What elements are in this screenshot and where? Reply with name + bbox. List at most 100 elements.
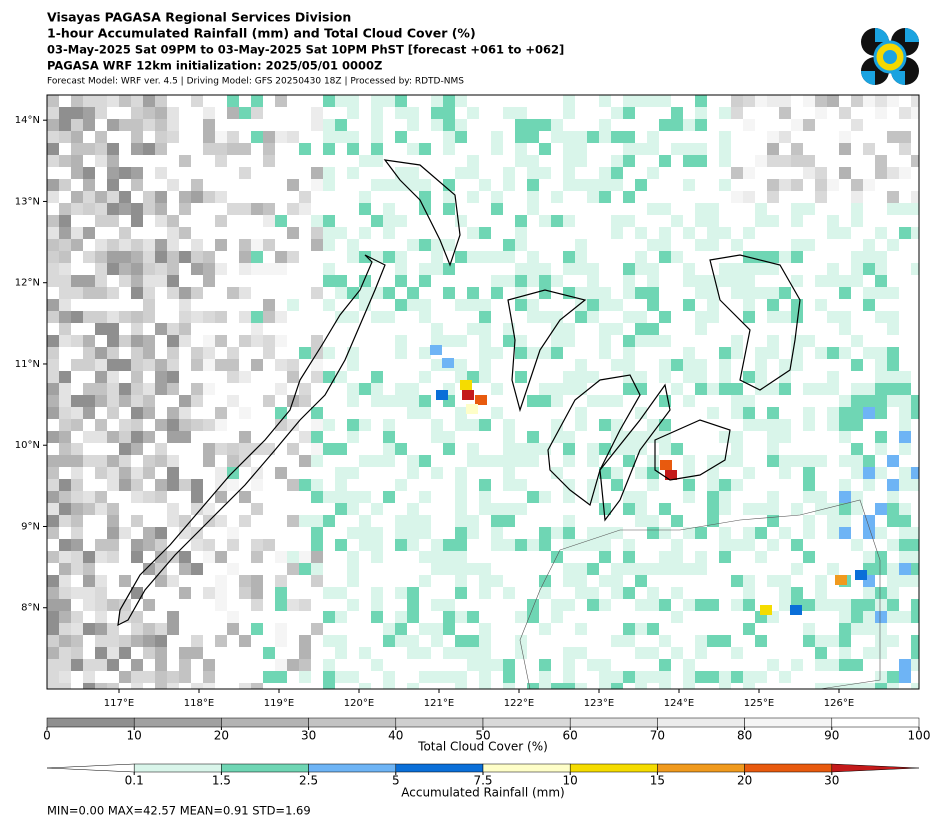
field-cell [143,671,155,683]
field-cell [911,659,919,671]
field-cell [359,227,371,239]
field-cell [827,179,839,191]
field-cell [875,263,887,275]
field-cell [347,551,359,563]
field-cell [215,335,227,347]
field-cell [635,599,647,611]
field-cell [815,167,827,179]
field-cell [335,467,347,479]
field-cell [527,167,539,179]
field-cell [239,203,251,215]
field-cell [467,251,479,263]
field-cell [851,599,863,611]
field-cell [755,503,767,515]
field-cell [59,431,71,443]
field-cell [623,155,635,167]
field-cell [419,671,431,683]
field-cell [599,119,611,131]
field-cell [311,107,323,119]
field-cell [95,203,107,215]
field-cell [527,131,539,143]
field-cell [755,155,767,167]
field-cell [575,383,587,395]
field-cell [515,371,527,383]
field-cell [131,491,143,503]
field-cell [311,119,323,131]
field-cell [587,563,599,575]
field-cell [527,431,539,443]
field-cell [755,95,767,107]
field-cell [323,119,335,131]
colorbar-tick-label: 80 [737,729,752,743]
field-cell [443,647,455,659]
field-cell [635,431,647,443]
field-cell [83,491,95,503]
field-cell [575,131,587,143]
field-cell [779,359,791,371]
field-cell [359,299,371,311]
field-cell [227,527,239,539]
field-cell [875,155,887,167]
field-cell [515,647,527,659]
field-cell [275,659,287,671]
field-cell [251,479,263,491]
field-cell [875,383,887,395]
field-cell [551,611,563,623]
field-cell [47,371,59,383]
field-cell [143,647,155,659]
field-cell [311,287,323,299]
field-cell [731,539,743,551]
field-cell [815,275,827,287]
field-cell [119,443,131,455]
field-cell [611,215,623,227]
subtitle: 03-May-2025 Sat 09PM to 03-May-2025 Sat … [47,43,564,57]
field-cell [887,287,899,299]
field-cell [551,275,563,287]
field-cell [227,107,239,119]
field-cell [95,311,107,323]
field-cell [887,683,899,689]
model-note: Forecast Model: WRF ver. 4.5 | Driving M… [47,77,464,87]
field-cell [395,527,407,539]
field-cell [863,395,875,407]
field-cell [803,599,815,611]
field-cell [491,143,503,155]
field-cell [839,623,851,635]
field-cell [155,263,167,275]
field-cell [599,467,611,479]
field-cell [395,215,407,227]
field-cell [95,551,107,563]
field-cell [455,527,467,539]
field-cell [203,359,215,371]
field-cell [479,227,491,239]
field-cell [899,515,911,527]
field-cell [731,443,743,455]
field-cell [455,551,467,563]
field-cell [755,347,767,359]
field-cell [479,623,491,635]
field-cell [395,587,407,599]
field-cell [191,287,203,299]
field-cell [287,299,299,311]
field-cell [539,383,551,395]
field-cell [707,299,719,311]
field-cell [791,143,803,155]
field-cell [431,551,443,563]
field-cell [359,491,371,503]
field-cell [47,335,59,347]
field-cell [323,515,335,527]
field-cell [479,491,491,503]
field-cell [47,275,59,287]
field-cell [659,311,671,323]
field-cell [107,215,119,227]
field-cell [467,167,479,179]
field-cell [275,311,287,323]
field-cell [95,251,107,263]
field-cell [623,311,635,323]
field-cell [659,683,671,689]
field-cell [251,575,263,587]
field-cell [131,203,143,215]
field-cell [647,467,659,479]
field-cell [95,107,107,119]
field-cell [215,263,227,275]
